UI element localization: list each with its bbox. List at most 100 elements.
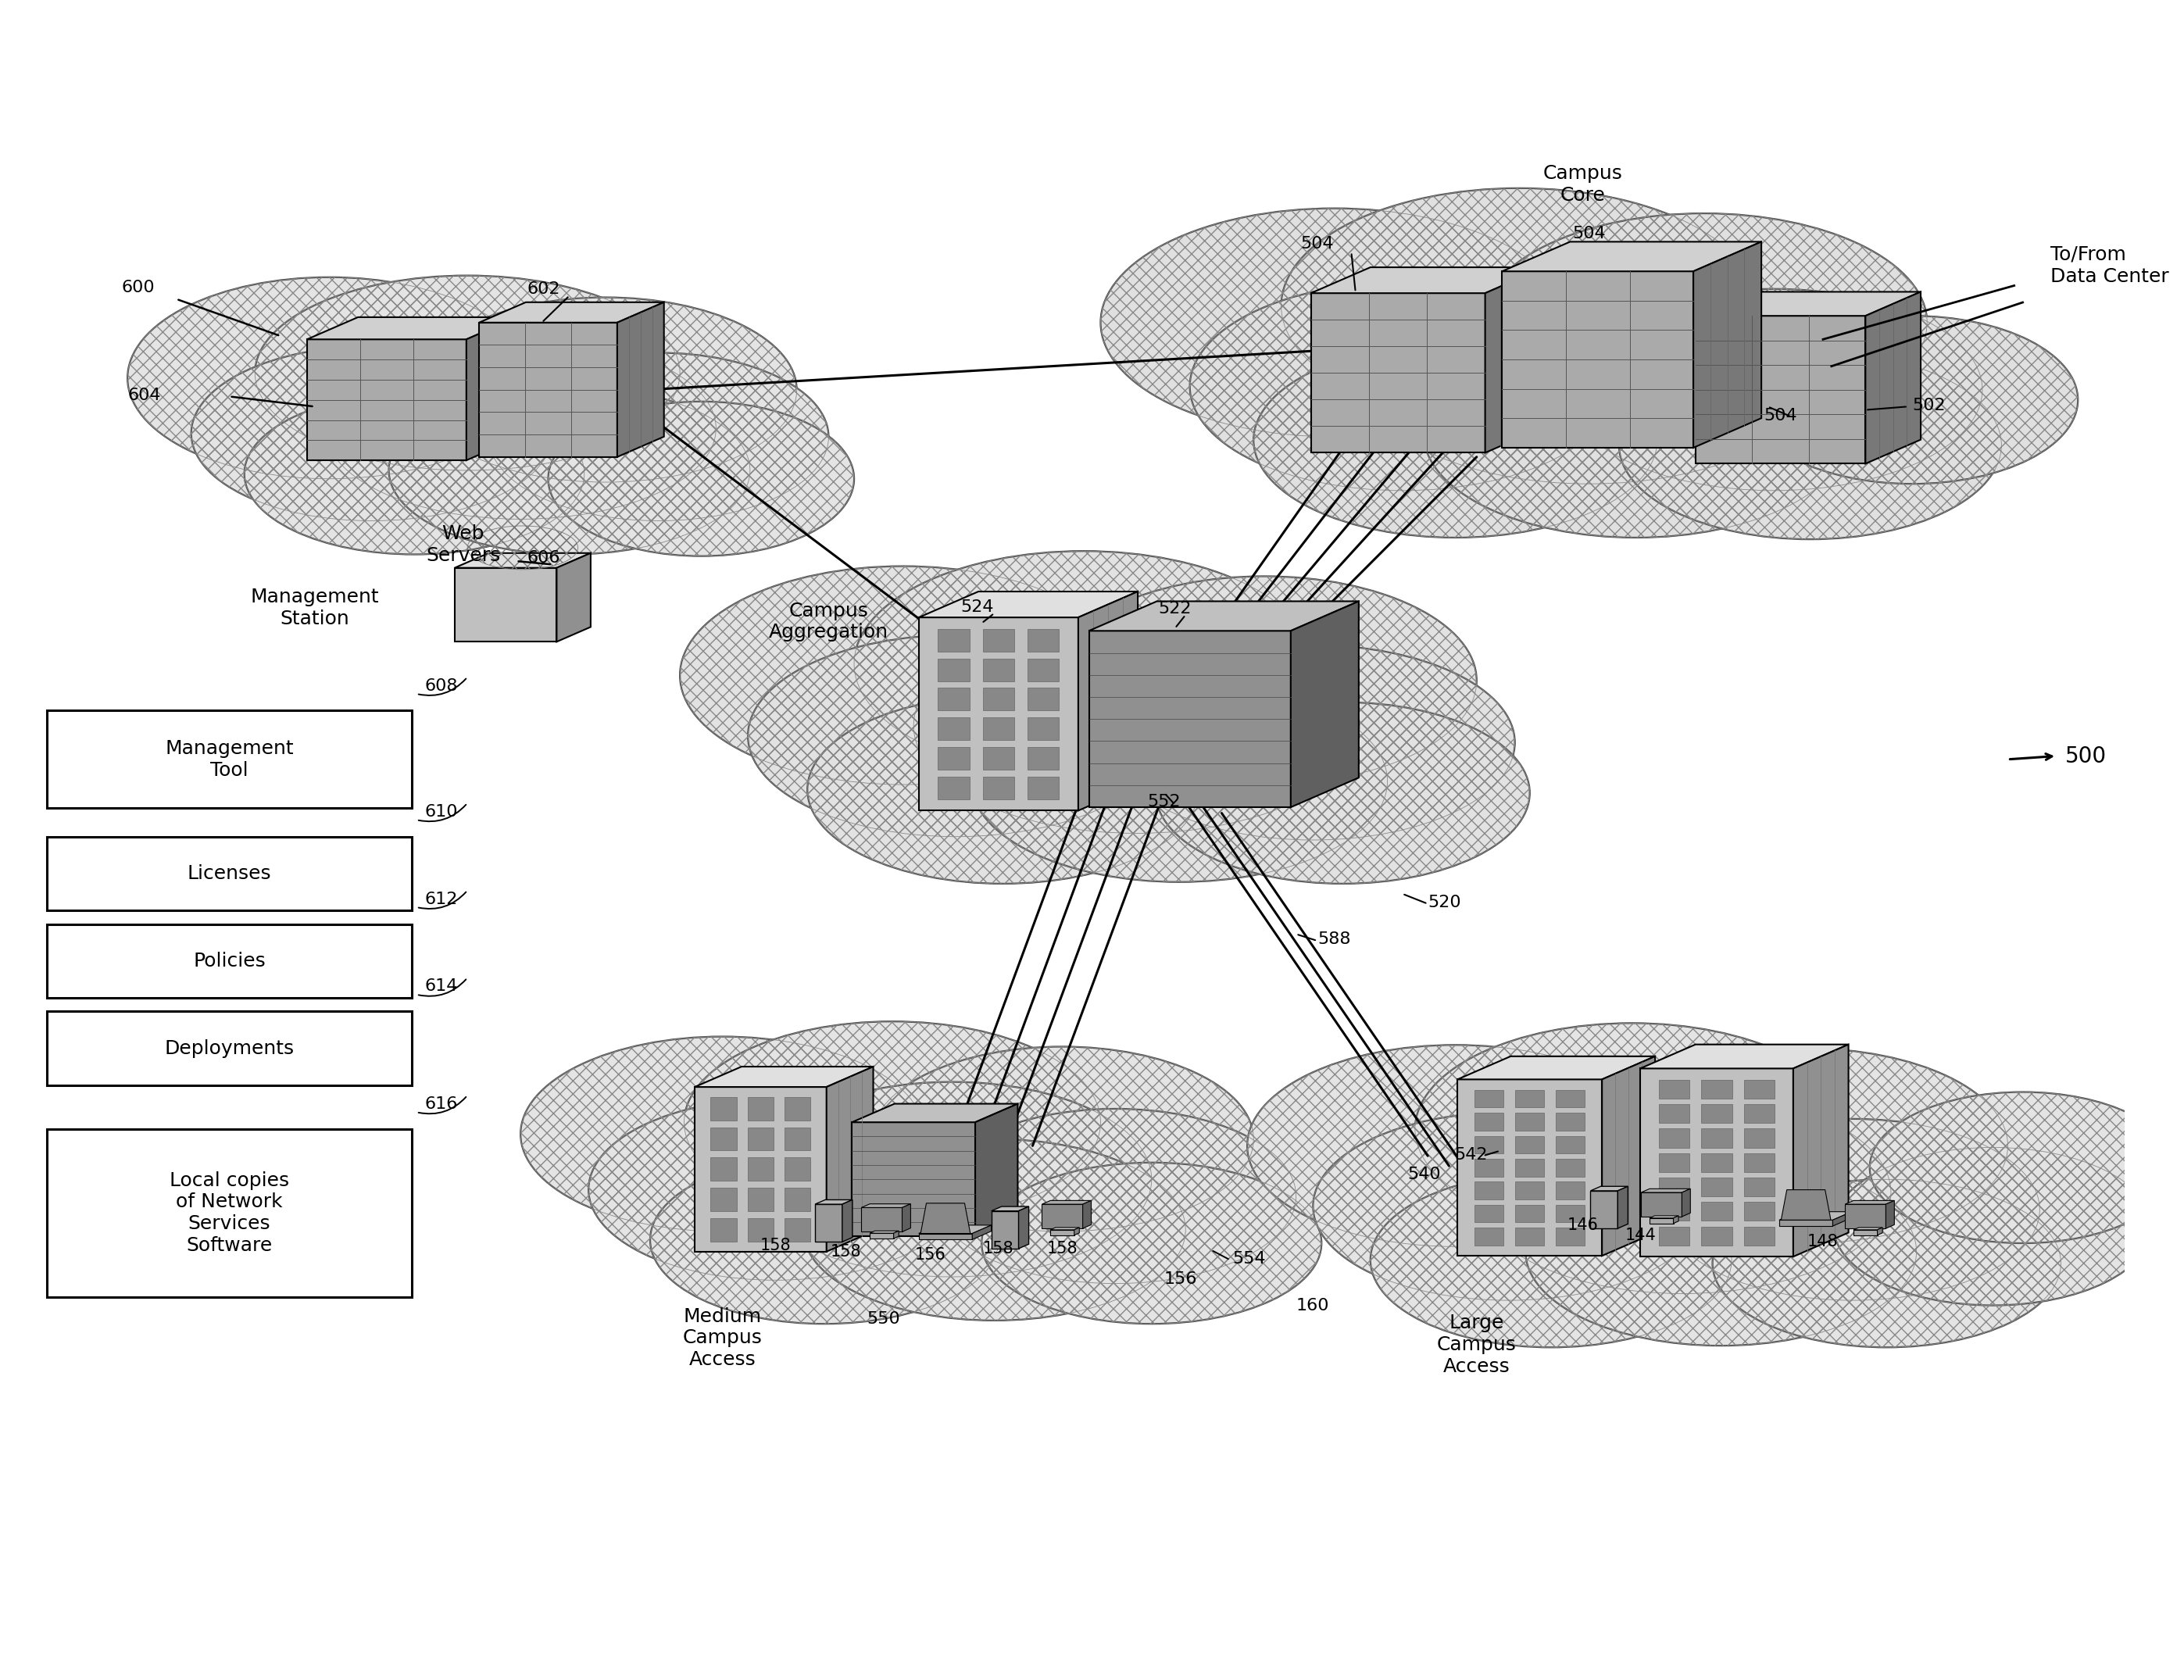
Polygon shape: [1555, 1090, 1586, 1107]
Polygon shape: [1658, 1080, 1688, 1099]
Ellipse shape: [1870, 1092, 2175, 1243]
Polygon shape: [1516, 1136, 1544, 1154]
Ellipse shape: [1247, 1045, 1664, 1247]
Polygon shape: [1701, 1080, 1732, 1099]
Polygon shape: [1516, 1205, 1544, 1223]
Polygon shape: [992, 1206, 1029, 1211]
Ellipse shape: [1666, 1119, 2040, 1300]
Ellipse shape: [651, 1156, 998, 1324]
Polygon shape: [1618, 1186, 1627, 1228]
Polygon shape: [1640, 1189, 1690, 1193]
Polygon shape: [939, 776, 970, 800]
Ellipse shape: [1747, 316, 2077, 484]
Ellipse shape: [389, 386, 749, 554]
Text: 588: 588: [1317, 932, 1350, 948]
Polygon shape: [983, 659, 1016, 680]
Polygon shape: [1291, 601, 1358, 808]
Polygon shape: [1474, 1090, 1505, 1107]
Text: 504: 504: [1299, 237, 1334, 252]
Text: 602: 602: [526, 282, 559, 297]
Ellipse shape: [1712, 1179, 2062, 1347]
Polygon shape: [1026, 628, 1059, 652]
Polygon shape: [1682, 1189, 1690, 1216]
Polygon shape: [1701, 1152, 1732, 1173]
Text: 616: 616: [426, 1097, 459, 1112]
Ellipse shape: [325, 338, 716, 519]
Polygon shape: [1701, 1203, 1732, 1221]
Polygon shape: [784, 1218, 810, 1242]
Polygon shape: [1026, 717, 1059, 741]
Polygon shape: [1090, 601, 1358, 630]
Polygon shape: [1555, 1112, 1586, 1131]
Text: Management
Tool: Management Tool: [166, 739, 295, 780]
Polygon shape: [1090, 630, 1291, 808]
Polygon shape: [919, 617, 1079, 810]
Polygon shape: [1780, 1211, 1852, 1220]
Polygon shape: [922, 1203, 970, 1233]
Polygon shape: [983, 687, 1016, 711]
Polygon shape: [869, 1233, 893, 1238]
Polygon shape: [467, 318, 518, 460]
Text: 156: 156: [915, 1248, 946, 1263]
Text: Large
Campus
Access: Large Campus Access: [1437, 1314, 1516, 1376]
Ellipse shape: [1835, 1147, 2151, 1305]
Ellipse shape: [1101, 208, 1568, 437]
Ellipse shape: [808, 696, 1199, 884]
FancyBboxPatch shape: [46, 924, 413, 998]
Polygon shape: [1701, 1178, 1732, 1196]
Polygon shape: [1516, 1159, 1544, 1176]
Polygon shape: [1026, 659, 1059, 680]
Polygon shape: [1832, 1211, 1852, 1226]
Polygon shape: [1474, 1136, 1505, 1154]
Polygon shape: [1555, 1159, 1586, 1176]
Polygon shape: [454, 553, 590, 568]
Polygon shape: [1474, 1181, 1505, 1200]
Polygon shape: [815, 1200, 852, 1205]
Polygon shape: [893, 1231, 900, 1238]
Ellipse shape: [1313, 1112, 1704, 1300]
Polygon shape: [1745, 1203, 1776, 1221]
Polygon shape: [939, 628, 970, 652]
Text: 146: 146: [1568, 1218, 1599, 1233]
Polygon shape: [1474, 1228, 1505, 1245]
Text: 504: 504: [1762, 408, 1797, 423]
FancyBboxPatch shape: [46, 1011, 413, 1085]
Ellipse shape: [1618, 351, 2001, 539]
Text: 160: 160: [1295, 1299, 1330, 1314]
Text: Policies: Policies: [192, 951, 266, 971]
Text: 156: 156: [1164, 1272, 1197, 1287]
Polygon shape: [1018, 1206, 1029, 1248]
Polygon shape: [478, 323, 618, 457]
Text: To/From
Data Center: To/From Data Center: [2051, 245, 2169, 286]
Polygon shape: [747, 1158, 773, 1181]
Text: Campus
Aggregation: Campus Aggregation: [769, 601, 889, 642]
Polygon shape: [1042, 1205, 1083, 1228]
Ellipse shape: [1282, 188, 1758, 423]
Text: Management
Station: Management Station: [251, 588, 378, 628]
Text: 158: 158: [760, 1238, 791, 1253]
Ellipse shape: [256, 276, 679, 470]
Text: 542: 542: [1455, 1147, 1487, 1163]
Polygon shape: [992, 1211, 1018, 1248]
Ellipse shape: [935, 1109, 1295, 1284]
Polygon shape: [747, 1218, 773, 1242]
Polygon shape: [1555, 1136, 1586, 1154]
Polygon shape: [919, 591, 1138, 617]
Ellipse shape: [981, 1163, 1321, 1324]
Polygon shape: [784, 1158, 810, 1181]
Polygon shape: [1051, 1230, 1075, 1235]
Ellipse shape: [1603, 1048, 2007, 1243]
Polygon shape: [1745, 1226, 1776, 1245]
Polygon shape: [972, 1225, 992, 1240]
Polygon shape: [1083, 1201, 1092, 1228]
Polygon shape: [308, 318, 518, 339]
Polygon shape: [902, 1205, 911, 1231]
Text: 612: 612: [426, 892, 459, 907]
Polygon shape: [1845, 1201, 1894, 1205]
Polygon shape: [1745, 1080, 1776, 1099]
Polygon shape: [983, 717, 1016, 741]
Polygon shape: [710, 1097, 736, 1121]
Ellipse shape: [1415, 1023, 1848, 1235]
Ellipse shape: [127, 277, 531, 479]
Text: 148: 148: [1808, 1235, 1839, 1250]
